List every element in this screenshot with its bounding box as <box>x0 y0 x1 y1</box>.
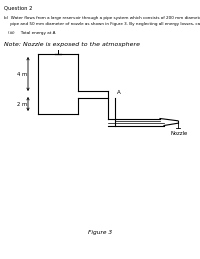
Text: (iii)     Total energy at A: (iii) Total energy at A <box>8 31 56 35</box>
Text: A: A <box>117 90 121 96</box>
Text: Note: Nozzle is exposed to the atmosphere: Note: Nozzle is exposed to the atmospher… <box>4 42 140 47</box>
Text: pipe and 50 mm diameter of nozzle as shown in Figure 3. By neglecting all energy: pipe and 50 mm diameter of nozzle as sho… <box>4 22 200 26</box>
Text: b)  Water flows from a large reservoir through a pipe system which consists of 2: b) Water flows from a large reservoir th… <box>4 16 200 20</box>
Text: Nozzle: Nozzle <box>170 131 188 136</box>
Text: 2 m: 2 m <box>17 102 27 106</box>
Text: 4 m: 4 m <box>17 71 27 76</box>
Text: Question 2: Question 2 <box>4 5 32 10</box>
Text: Figure 3: Figure 3 <box>88 230 112 235</box>
